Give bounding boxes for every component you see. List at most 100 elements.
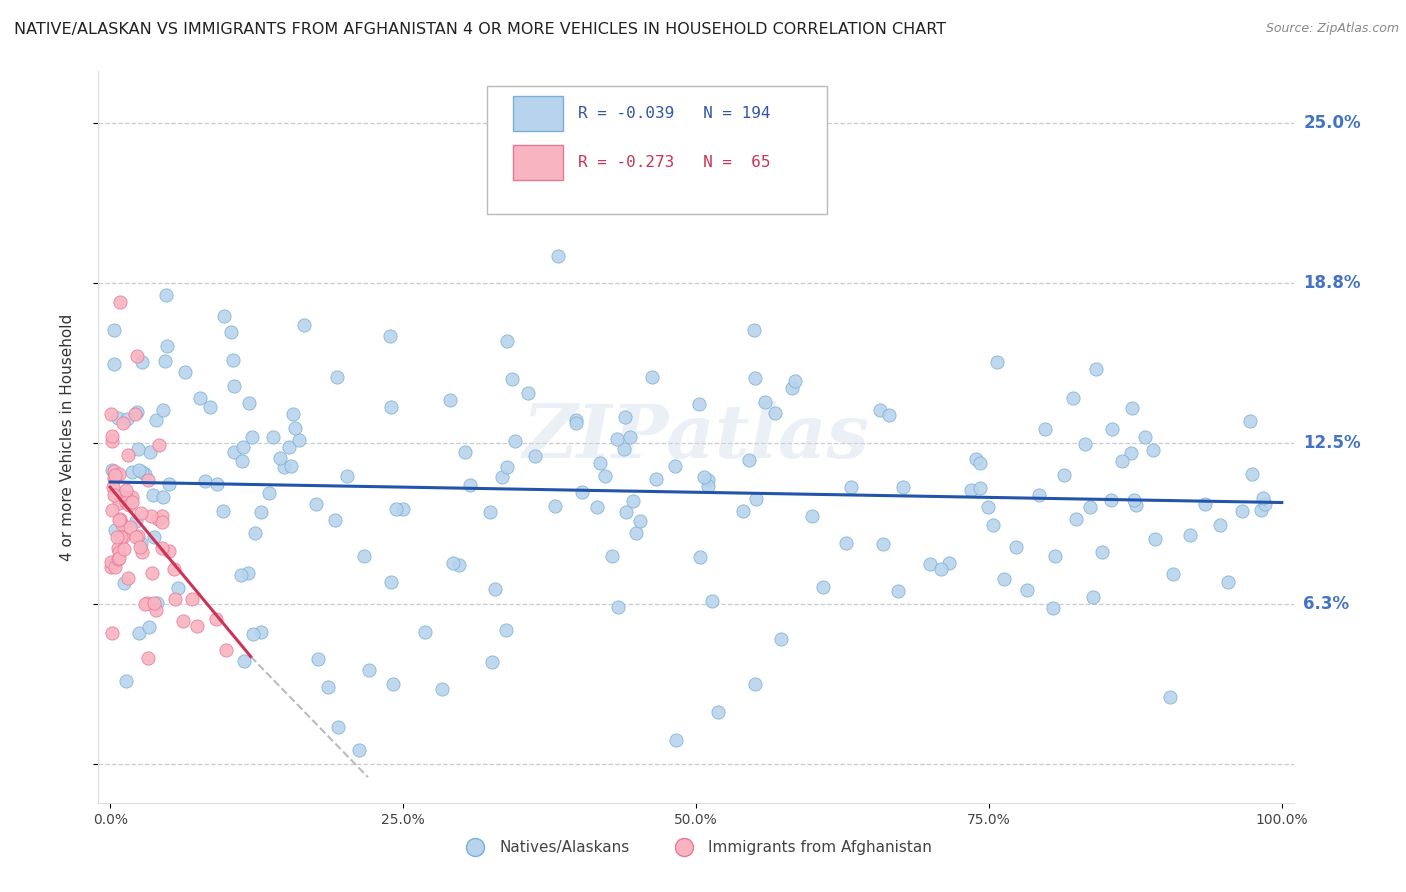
- Point: [231, 567, 253, 582]
- Point: [606, 432, 628, 446]
- Point: [380, 400, 402, 414]
- Point: [262, 430, 284, 444]
- Point: [259, 486, 281, 500]
- Point: [134, 598, 156, 612]
- Point: [1015, 583, 1038, 598]
- Point: [292, 318, 315, 332]
- Point: [125, 405, 148, 419]
- Point: [112, 576, 135, 591]
- Point: [835, 536, 858, 550]
- Point: [769, 632, 792, 646]
- Point: [129, 535, 152, 549]
- Point: [1074, 437, 1097, 451]
- Point: [100, 555, 122, 569]
- Point: [938, 556, 960, 570]
- Text: Source: ZipAtlas.com: Source: ZipAtlas.com: [1265, 22, 1399, 36]
- Point: [1004, 541, 1026, 555]
- Point: [763, 406, 786, 420]
- Point: [101, 503, 124, 517]
- Point: [347, 743, 370, 757]
- Point: [707, 705, 730, 719]
- Point: [138, 620, 160, 634]
- Point: [100, 559, 122, 574]
- Point: [128, 540, 150, 554]
- Point: [378, 328, 401, 343]
- Point: [115, 674, 138, 689]
- Point: [165, 592, 187, 607]
- Point: [1250, 503, 1272, 517]
- Point: [1253, 497, 1275, 511]
- Point: [645, 472, 668, 486]
- Point: [232, 654, 254, 668]
- Point: [1111, 454, 1133, 468]
- Point: [1033, 422, 1056, 436]
- Point: [1101, 422, 1123, 436]
- Point: [104, 559, 127, 574]
- Point: [969, 481, 991, 495]
- Point: [111, 516, 134, 531]
- Point: [181, 591, 204, 606]
- Point: [479, 505, 502, 519]
- Point: [744, 371, 766, 385]
- Point: [250, 505, 273, 519]
- Point: [380, 574, 402, 589]
- Point: [1062, 391, 1084, 405]
- Point: [969, 456, 991, 470]
- Point: [148, 437, 170, 451]
- Point: [103, 357, 125, 371]
- Point: [136, 651, 159, 665]
- Point: [877, 409, 900, 423]
- Point: [607, 600, 630, 615]
- Point: [621, 494, 644, 508]
- Point: [243, 526, 266, 541]
- Point: [108, 467, 131, 482]
- Point: [156, 339, 179, 353]
- Point: [353, 549, 375, 563]
- Point: [893, 480, 915, 494]
- Point: [288, 433, 311, 447]
- Point: [117, 572, 139, 586]
- Point: [742, 323, 765, 337]
- Point: [589, 456, 612, 470]
- Point: [240, 430, 263, 444]
- Point: [1159, 690, 1181, 704]
- Point: [104, 524, 127, 538]
- Point: [664, 459, 686, 474]
- Point: [664, 732, 686, 747]
- Point: [744, 677, 766, 691]
- Point: [131, 545, 153, 559]
- Point: [115, 412, 138, 426]
- Point: [100, 407, 122, 421]
- Point: [544, 499, 567, 513]
- Point: [222, 379, 245, 393]
- Point: [628, 514, 651, 528]
- Text: 18.8%: 18.8%: [1303, 274, 1361, 292]
- Point: [112, 416, 135, 430]
- Point: [242, 627, 264, 641]
- Point: [782, 381, 804, 395]
- Point: [1064, 512, 1087, 526]
- Point: [108, 551, 131, 566]
- Point: [108, 295, 131, 310]
- Point: [108, 545, 131, 559]
- Point: [430, 682, 453, 697]
- Point: [139, 509, 162, 524]
- Point: [495, 623, 517, 637]
- Point: [1121, 401, 1143, 416]
- Point: [1239, 414, 1261, 428]
- Point: [212, 503, 235, 517]
- Point: [977, 500, 1000, 514]
- Point: [249, 625, 271, 640]
- Point: [100, 463, 122, 477]
- Point: [103, 324, 125, 338]
- Point: [491, 470, 513, 484]
- Point: [1218, 575, 1240, 590]
- Point: [103, 471, 125, 485]
- Y-axis label: 4 or more Vehicles in Household: 4 or more Vehicles in Household: [60, 313, 75, 561]
- Point: [839, 480, 862, 494]
- Point: [152, 509, 174, 524]
- Point: [1180, 528, 1202, 542]
- Point: [439, 392, 461, 407]
- Point: [1194, 497, 1216, 511]
- Point: [307, 652, 329, 666]
